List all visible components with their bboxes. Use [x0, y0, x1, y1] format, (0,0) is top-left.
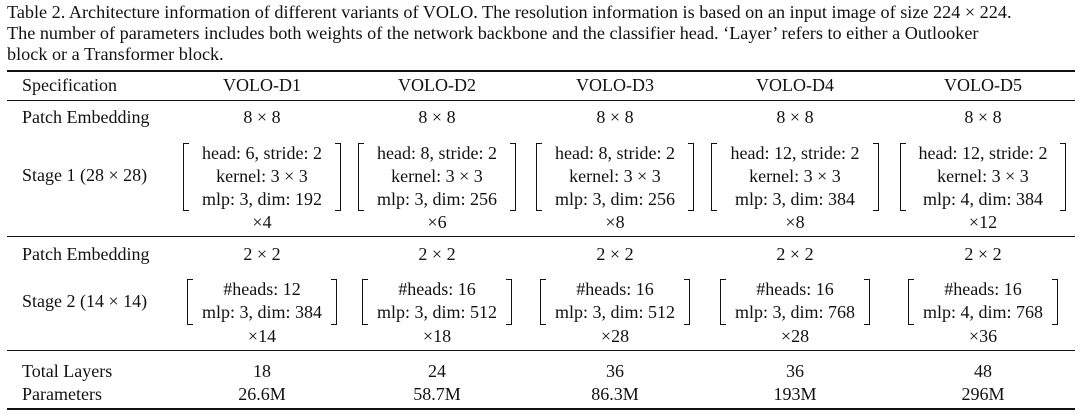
- matrix-bracket-left: [711, 143, 717, 211]
- table-cell: 24: [428, 361, 446, 381]
- table-cell: 36: [606, 361, 624, 381]
- repeat-count: ×28: [600, 326, 630, 346]
- header-cell: VOLO-D3: [576, 75, 654, 95]
- matrix-bracket-right: [1052, 279, 1058, 325]
- table-cell: 2 × 2: [418, 244, 456, 264]
- header-cell: VOLO-D1: [223, 75, 301, 95]
- matrix-bracket-left: [900, 143, 906, 211]
- table-cell: 193M: [773, 384, 817, 404]
- header-cell: VOLO-D4: [756, 75, 834, 95]
- stage-cell-line: head: 8, stride: 2: [377, 143, 497, 163]
- stage-cell-line: mlp: 4, dim: 768: [922, 302, 1043, 322]
- stage-cell-line: mlp: 3, dim: 192: [201, 189, 322, 209]
- table-cell: 8 × 8: [243, 107, 281, 127]
- table-cell: 8 × 8: [964, 107, 1002, 127]
- stage-cell-line: head: 12, stride: 2: [918, 143, 1048, 163]
- row-label: Parameters: [22, 384, 102, 404]
- header-cell: VOLO-D5: [944, 75, 1022, 95]
- stage-cell-line: #heads: 16: [756, 279, 834, 299]
- header-cell: Specification: [22, 75, 117, 95]
- table-cell: 18: [253, 361, 271, 381]
- table-cell: 2 × 2: [964, 244, 1002, 264]
- row-label: Patch Embedding: [22, 107, 150, 127]
- table-cell: 2 × 2: [776, 244, 814, 264]
- matrix-bracket-left: [536, 143, 542, 211]
- matrix-bracket-right: [506, 279, 512, 325]
- caption-line: block or a Transformer block.: [7, 44, 224, 64]
- table-caption: Table 2. Architecture information of dif…: [7, 2, 1077, 65]
- matrix-bracket-left: [187, 279, 193, 325]
- row-label: Stage 2 (14 × 14): [22, 291, 148, 311]
- stage-cell-line: #heads: 16: [944, 279, 1022, 299]
- matrix-bracket-right: [331, 279, 337, 325]
- stage-cell-line: mlp: 3, dim: 256: [554, 189, 675, 209]
- matrix-bracket-right: [335, 143, 341, 211]
- stage-cell-line: mlp: 3, dim: 256: [376, 189, 497, 209]
- header-cell: VOLO-D2: [398, 75, 476, 95]
- stage-cell-line: mlp: 3, dim: 512: [554, 302, 675, 322]
- matrix-bracket-right: [510, 143, 516, 211]
- row-label: Stage 1 (28 × 28): [22, 165, 148, 185]
- top-rule: [7, 70, 1075, 72]
- stage-cell-line: head: 6, stride: 2: [202, 143, 322, 163]
- stage-cell-line: #heads: 12: [223, 279, 301, 299]
- matrix-bracket-right: [873, 143, 879, 211]
- table-cell: 36: [786, 361, 804, 381]
- stage-cell-line: kernel: 3 × 3: [749, 166, 841, 186]
- matrix-bracket-left: [183, 143, 189, 211]
- stage-cell-line: #heads: 16: [398, 279, 476, 299]
- matrix-bracket-right: [864, 279, 870, 325]
- repeat-count: ×36: [968, 326, 998, 346]
- repeat-count: ×6: [427, 212, 447, 232]
- stage-cell-line: mlp: 3, dim: 512: [376, 302, 497, 322]
- table-cell: 8 × 8: [596, 107, 634, 127]
- repeat-count: ×18: [422, 326, 452, 346]
- repeat-count: ×14: [247, 326, 277, 346]
- section-rule: [7, 350, 1075, 351]
- matrix-bracket-right: [1060, 143, 1066, 211]
- header-rule: [7, 100, 1075, 101]
- matrix-bracket-right: [684, 279, 690, 325]
- stage-cell-line: head: 12, stride: 2: [730, 143, 860, 163]
- stage-cell-line: #heads: 16: [576, 279, 654, 299]
- bottom-rule: [7, 408, 1075, 410]
- matrix-bracket-left: [358, 143, 364, 211]
- stage-cell-line: kernel: 3 × 3: [216, 166, 308, 186]
- caption-line: Table 2. Architecture information of dif…: [7, 2, 1012, 22]
- table-cell: 86.3M: [591, 384, 639, 404]
- caption-line: The number of parameters includes both w…: [7, 23, 979, 43]
- stage-cell-line: mlp: 3, dim: 384: [734, 189, 855, 209]
- stage-cell-line: head: 8, stride: 2: [555, 143, 675, 163]
- stage-cell-line: kernel: 3 × 3: [569, 166, 661, 186]
- repeat-count: ×8: [785, 212, 805, 232]
- row-label: Total Layers: [22, 361, 113, 381]
- stage-cell-line: mlp: 3, dim: 384: [201, 302, 322, 322]
- matrix-bracket-left: [908, 279, 914, 325]
- table-cell: 8 × 8: [776, 107, 814, 127]
- matrix-bracket-left: [720, 279, 726, 325]
- table-cell: 58.7M: [413, 384, 461, 404]
- table-cell: 8 × 8: [418, 107, 456, 127]
- stage-cell-line: mlp: 4, dim: 384: [922, 189, 1043, 209]
- repeat-count: ×28: [780, 326, 810, 346]
- table-cell: 296M: [961, 384, 1005, 404]
- table-cell: 2 × 2: [243, 244, 281, 264]
- stage-cell-line: kernel: 3 × 3: [391, 166, 483, 186]
- repeat-count: ×12: [968, 212, 998, 232]
- section-rule: [7, 236, 1075, 237]
- stage-cell-line: kernel: 3 × 3: [937, 166, 1029, 186]
- matrix-bracket-right: [688, 143, 694, 211]
- matrix-bracket-left: [540, 279, 546, 325]
- matrix-bracket-left: [362, 279, 368, 325]
- table-cell: 48: [974, 361, 992, 381]
- table-cell: 26.6M: [238, 384, 286, 404]
- repeat-count: ×4: [252, 212, 272, 232]
- row-label: Patch Embedding: [22, 244, 150, 264]
- table-cell: 2 × 2: [596, 244, 634, 264]
- repeat-count: ×8: [605, 212, 625, 232]
- stage-cell-line: mlp: 3, dim: 768: [734, 302, 855, 322]
